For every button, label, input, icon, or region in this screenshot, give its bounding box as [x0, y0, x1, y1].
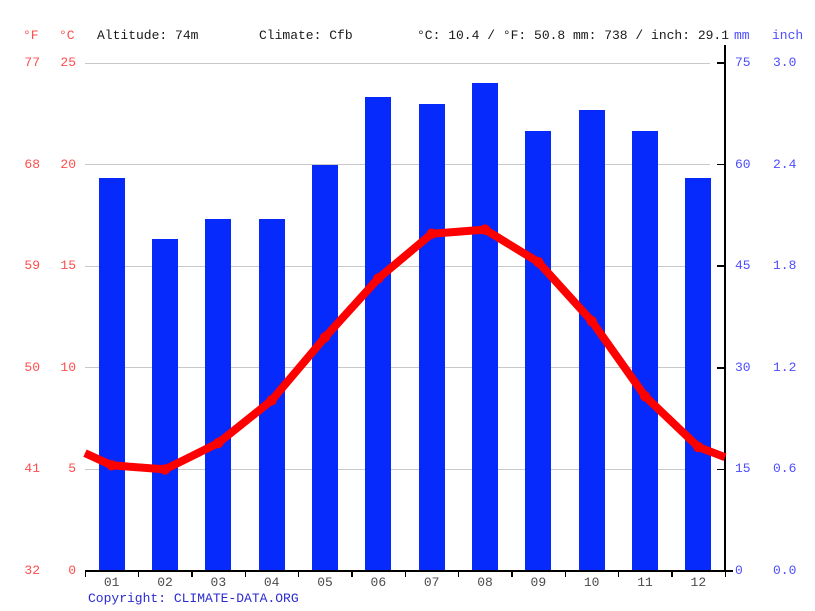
mm-tick-label: 75 [735, 55, 751, 70]
x-axis-tick [511, 571, 513, 577]
month-label-09: 09 [530, 575, 547, 590]
month-label-02: 02 [157, 575, 173, 590]
inch-tick-label: 0.6 [773, 461, 797, 477]
inch-tick-label: 0.0 [773, 563, 797, 578]
right-axis-tick [717, 62, 725, 64]
month-label-08: 08 [477, 575, 493, 590]
avg-temperature-label: °C: 10.4 / °F: 50.8 [417, 28, 566, 43]
celsius-tick-label: 15 [60, 258, 76, 274]
precip-bar-01 [98, 178, 125, 571]
precip-bar-10 [578, 110, 605, 571]
precip-bar-12 [685, 178, 712, 571]
mm-tick-label: 0 [735, 563, 743, 578]
precip-bar-07 [418, 103, 445, 571]
x-axis-line [85, 570, 733, 572]
mm-tick-label: 45 [735, 258, 751, 274]
x-axis-tick [244, 571, 246, 577]
month-label-01: 01 [103, 575, 120, 590]
x-axis-tick [617, 571, 620, 577]
fahrenheit-tick-label: 50 [24, 359, 40, 375]
month-label-06: 06 [370, 575, 387, 590]
inch-tick-label: 1.2 [773, 359, 797, 375]
month-label-04: 04 [263, 575, 280, 590]
month-label-03: 03 [210, 575, 227, 590]
gridline [85, 367, 710, 369]
x-axis-tick [671, 571, 673, 577]
x-axis-tick [351, 571, 353, 577]
fahrenheit-tick-label: 68 [24, 156, 40, 172]
gridline [85, 62, 710, 64]
gridline [85, 265, 710, 267]
x-axis-tick [724, 571, 726, 577]
celsius-tick-label: 0 [68, 563, 76, 578]
precip-bar-03 [205, 218, 232, 571]
x-axis-tick [564, 571, 566, 577]
inch-tick-label: 1.8 [773, 258, 797, 274]
month-label-05: 05 [317, 575, 333, 590]
right-axis-tick [717, 163, 725, 166]
x-axis-tick [404, 571, 406, 577]
right-axis-tick [717, 468, 725, 471]
copyright-prefix: Copyright: [88, 591, 174, 606]
x-axis-tick [297, 571, 300, 577]
precip-bar-05 [312, 164, 338, 571]
mm-tick-label: 15 [735, 461, 751, 477]
precip-bar-04 [258, 218, 285, 571]
precip-bar-06 [365, 96, 392, 571]
celsius-axis-title: °C [59, 28, 75, 43]
fahrenheit-tick-label: 59 [24, 258, 40, 274]
right-axis-line [724, 45, 726, 572]
climate-class-label: Climate: Cfb [259, 28, 353, 43]
month-label-07: 07 [423, 575, 440, 590]
x-axis-tick [84, 571, 86, 577]
month-label-11: 11 [637, 575, 653, 590]
mm-tick-label: 60 [735, 156, 751, 172]
month-label-12: 12 [690, 575, 707, 590]
altitude-label: Altitude: 74m [97, 28, 199, 43]
inch-tick-label: 3.0 [773, 55, 797, 70]
gridline [85, 164, 710, 166]
total-precip-label: mm: 738 / inch: 29.1 [573, 28, 730, 43]
fahrenheit-axis-title: °F [23, 28, 39, 43]
right-axis-tick [717, 367, 725, 369]
month-label-10: 10 [583, 575, 600, 590]
climate-data-org-link[interactable]: CLIMATE-DATA.ORG [173, 591, 299, 606]
mm-tick-label: 30 [735, 359, 751, 375]
celsius-tick-label: 5 [68, 461, 76, 477]
fahrenheit-tick-label: 32 [24, 563, 40, 578]
x-axis-tick [191, 571, 193, 577]
inch-axis-title: inch [772, 28, 804, 43]
fahrenheit-tick-label: 77 [24, 55, 40, 70]
gridline [85, 468, 710, 470]
precip-bar-02 [152, 239, 178, 571]
fahrenheit-tick-label: 41 [24, 461, 40, 477]
celsius-tick-label: 25 [60, 55, 76, 70]
right-axis-tick [717, 265, 725, 267]
celsius-tick-label: 10 [60, 359, 76, 375]
mm-axis-title: mm [734, 28, 750, 43]
x-axis-tick [137, 571, 140, 577]
copyright-line: Copyright: CLIMATE-DATA.ORG [88, 591, 299, 606]
inch-tick-label: 2.4 [773, 156, 797, 172]
precip-bar-11 [632, 130, 658, 571]
precip-bar-09 [525, 130, 552, 571]
celsius-tick-label: 20 [60, 156, 76, 172]
precip-bar-08 [472, 83, 498, 571]
x-axis-tick [457, 571, 460, 577]
